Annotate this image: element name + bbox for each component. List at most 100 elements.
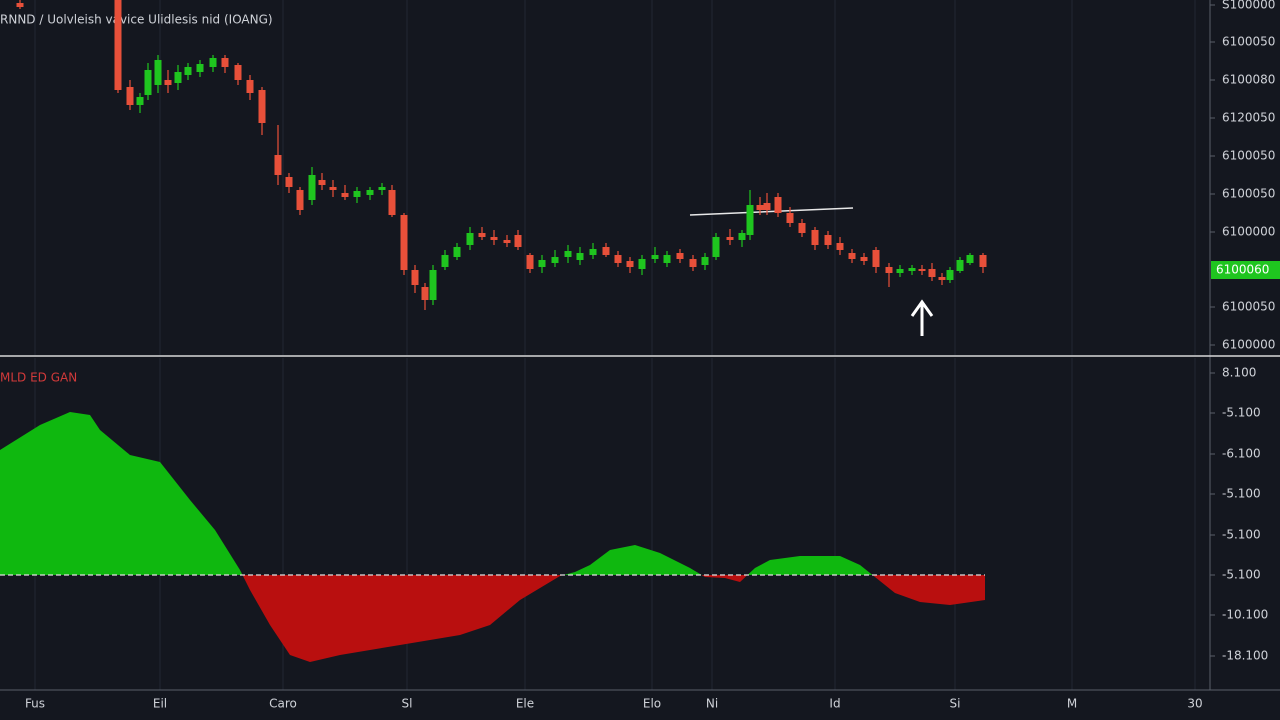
candle-body [551, 257, 559, 263]
y-tick-label: 6100080 [1222, 73, 1275, 87]
candle-body [514, 235, 522, 247]
y-tick-label: -6.100 [1222, 447, 1261, 461]
candle-body [341, 193, 349, 197]
candle-body [872, 250, 880, 267]
candle-body [848, 253, 856, 259]
candle-body [756, 205, 764, 210]
candle-body [453, 247, 461, 257]
candle-body [885, 267, 893, 273]
candle-body [388, 190, 396, 215]
candle-body [946, 270, 954, 280]
x-tick-label: Fus [25, 697, 45, 711]
candle-body [164, 80, 172, 85]
candle-body [526, 255, 534, 269]
candle-body [564, 251, 572, 257]
candle-body [824, 235, 832, 245]
candle-body [366, 190, 374, 195]
candle-body [798, 223, 806, 233]
x-tick-label: M [1067, 697, 1077, 711]
arrow-marker [910, 299, 934, 336]
y-tick-label: 6100000 [1222, 225, 1275, 239]
candle-body [908, 268, 916, 271]
last-price-label: 6100060 [1216, 263, 1269, 277]
y-tick-label: -10.100 [1222, 608, 1268, 622]
y-tick-label: -5.100 [1222, 487, 1261, 501]
candle-body [154, 60, 162, 85]
chart-title: RNND / Uolvleish vavice Ulidlesis nid (I… [0, 13, 273, 27]
candle-body [689, 259, 697, 267]
candle-body [938, 277, 946, 280]
candle-body [503, 240, 511, 243]
candle-body [478, 233, 486, 237]
candle-body [602, 247, 610, 255]
candle-body [353, 191, 361, 197]
candle-body [956, 260, 964, 271]
candle-body [860, 257, 868, 261]
candle-body [296, 190, 304, 210]
trend-line[interactable] [689, 207, 854, 216]
candle-body [196, 64, 204, 72]
x-tick-label: Si [950, 697, 961, 711]
candle-body [712, 237, 720, 257]
candle-body [308, 175, 316, 200]
y-tick-label: 6100000 [1222, 338, 1275, 352]
candle-body [174, 72, 182, 83]
x-tick-label: Eil [153, 697, 167, 711]
last-price-tag [1211, 261, 1280, 279]
candle-body [126, 87, 134, 105]
y-tick-label: 6100050 [1222, 187, 1275, 201]
y-tick-label: 6100050 [1222, 35, 1275, 49]
candle-body [774, 197, 782, 213]
candle-body [538, 260, 546, 267]
candle-body [763, 203, 771, 210]
candle-body [918, 269, 926, 271]
y-tick-label: -18.100 [1222, 649, 1268, 663]
candle-body [411, 270, 419, 285]
candle-body [701, 257, 709, 265]
candle-body [16, 3, 24, 7]
candle-body [979, 255, 987, 267]
y-tick-label: -5.100 [1222, 568, 1261, 582]
x-tick-label: Id [829, 697, 840, 711]
candle-body [576, 253, 584, 260]
candle-body [421, 287, 429, 300]
y-tick-label: -5.100 [1222, 406, 1261, 420]
indicator-title: MLD ED GAN [0, 371, 77, 385]
candle-body [589, 249, 597, 255]
candle-body [144, 70, 152, 95]
candle-body [836, 243, 844, 250]
y-tick-label: 8.100 [1222, 366, 1256, 380]
y-tick-label: 6100050 [1222, 149, 1275, 163]
x-tick-label: Caro [269, 697, 297, 711]
candle-body [285, 177, 293, 187]
candle-body [318, 180, 326, 185]
candle-body [136, 97, 144, 105]
candle-body [184, 67, 192, 75]
candle-body [966, 255, 974, 263]
candle-body [638, 259, 646, 269]
candle-body [746, 205, 754, 235]
candle-body [651, 255, 659, 259]
x-tick-label: Sl [402, 697, 413, 711]
x-tick-label: Elo [643, 697, 661, 711]
candle-body [676, 253, 684, 259]
candle-body [663, 255, 671, 263]
y-tick-label: 6100050 [1222, 300, 1275, 314]
oscillator-area [0, 412, 985, 662]
candle-body [274, 155, 282, 175]
candle-body [258, 90, 266, 123]
candle-body [329, 187, 337, 190]
y-tick-label: S100000 [1222, 0, 1275, 12]
candle-body [726, 237, 734, 240]
candle-body [614, 255, 622, 263]
candle-body [441, 255, 449, 267]
candle-body [114, 0, 122, 90]
candle-body [786, 213, 794, 223]
candle-body [221, 58, 229, 67]
candle-body [896, 269, 904, 273]
candle-body [246, 80, 254, 93]
x-tick-label: Ele [516, 697, 534, 711]
candle-body [378, 187, 386, 190]
